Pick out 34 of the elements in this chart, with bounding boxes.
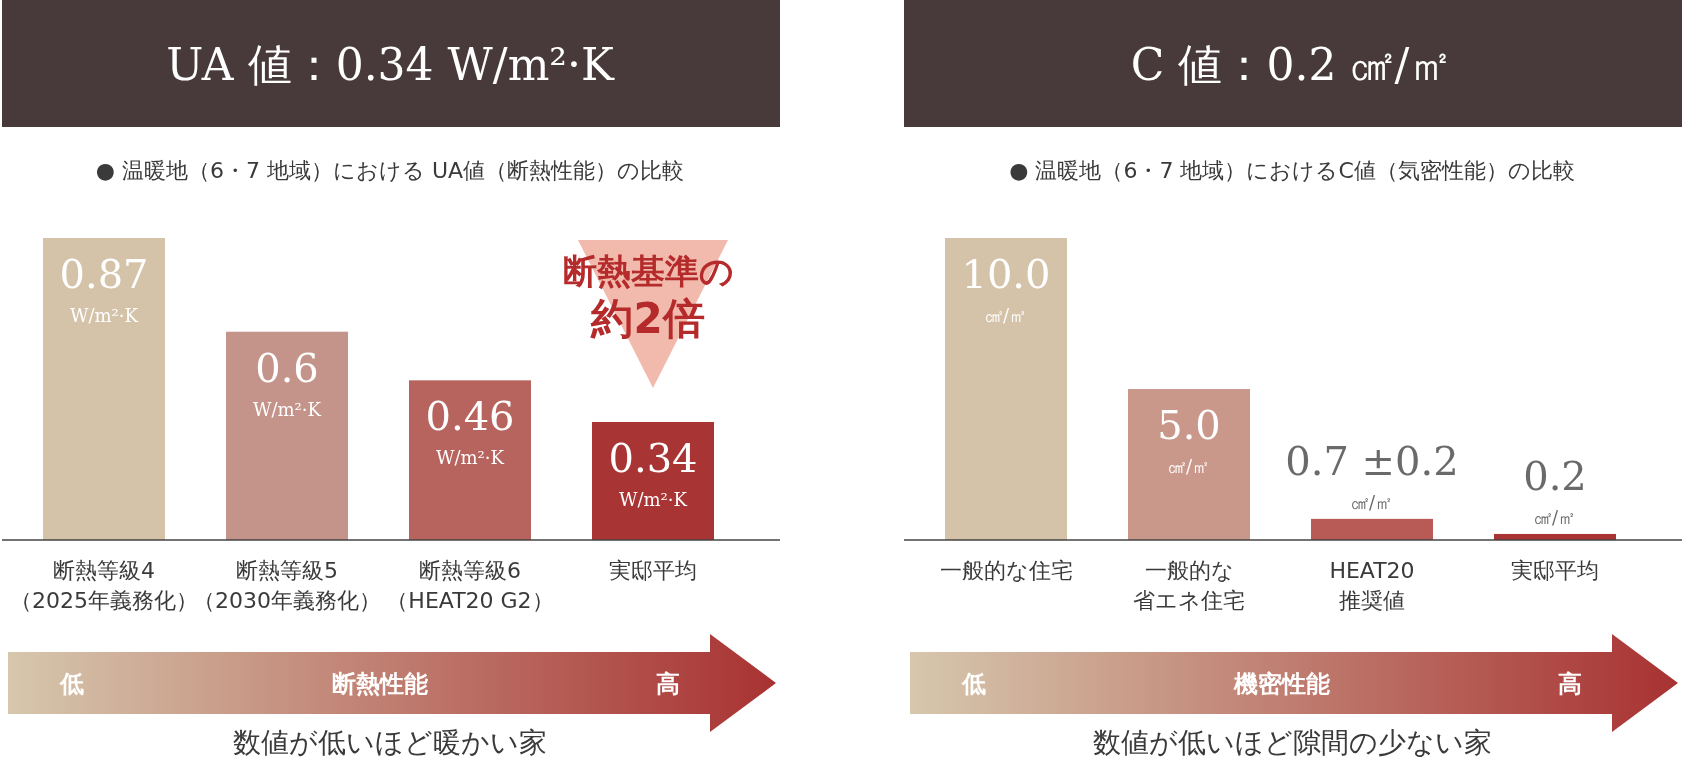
x-tick-label: 実邸平均 xyxy=(609,558,697,583)
data-label: 0.34 W/m²·K xyxy=(608,434,698,510)
x-tick-label: 一般的な省エネ住宅 xyxy=(1133,558,1245,613)
bar xyxy=(1311,518,1433,540)
chart-subtitle: ● 温暖地（6・7 地域）における UA値（断熱性能）の比較 xyxy=(95,158,685,183)
bar xyxy=(945,238,1067,540)
bar xyxy=(43,238,165,540)
bar xyxy=(409,380,531,540)
text: 断熱性能 xyxy=(332,670,428,698)
text: 高 xyxy=(1558,670,1582,698)
bar xyxy=(592,421,714,540)
text: 高 xyxy=(656,670,680,698)
x-tick-label: HEAT20 推奨値 xyxy=(1329,558,1415,613)
data-label: 10.0 ㎠/㎡ xyxy=(961,251,1051,326)
data-label: 0.87 W/m²·K xyxy=(59,251,149,326)
text: 低 xyxy=(961,670,986,698)
text: 機密性能 xyxy=(1233,670,1330,698)
chart-title: UA 値：0.34 W/m²·K xyxy=(166,39,615,90)
text: 数値が低いほど隙間の少ない家 xyxy=(1092,726,1492,759)
x-tick-label: 断熱等級6 （HEAT20 G2） xyxy=(386,558,554,613)
x-tick-label: 一般的な住宅 xyxy=(939,558,1073,583)
chart-title: C 値：0.2 ㎠/㎡ xyxy=(1130,39,1454,90)
data-label: 0.46 W/m²·K xyxy=(425,393,515,469)
bar xyxy=(1128,389,1250,540)
bar xyxy=(226,331,348,540)
data-label: 0.7 ±0.2 ㎠/㎡ xyxy=(1285,437,1459,513)
data-label: 0.2 ㎠/㎡ xyxy=(1523,452,1587,528)
x-tick-label: 実邸平均 xyxy=(1511,558,1599,583)
annotation: 断熱基準の xyxy=(562,251,734,291)
chart-subtitle: ● 温暖地（6・7 地域）におけるC値（気密性能）の比較 xyxy=(1009,158,1575,183)
data-label: 0.6 W/m²·K xyxy=(252,344,322,420)
data-label: 5.0 ㎠/㎡ xyxy=(1157,402,1221,477)
text: 低 xyxy=(59,670,84,698)
text: 数値が低いほど暖かい家 xyxy=(233,726,547,759)
